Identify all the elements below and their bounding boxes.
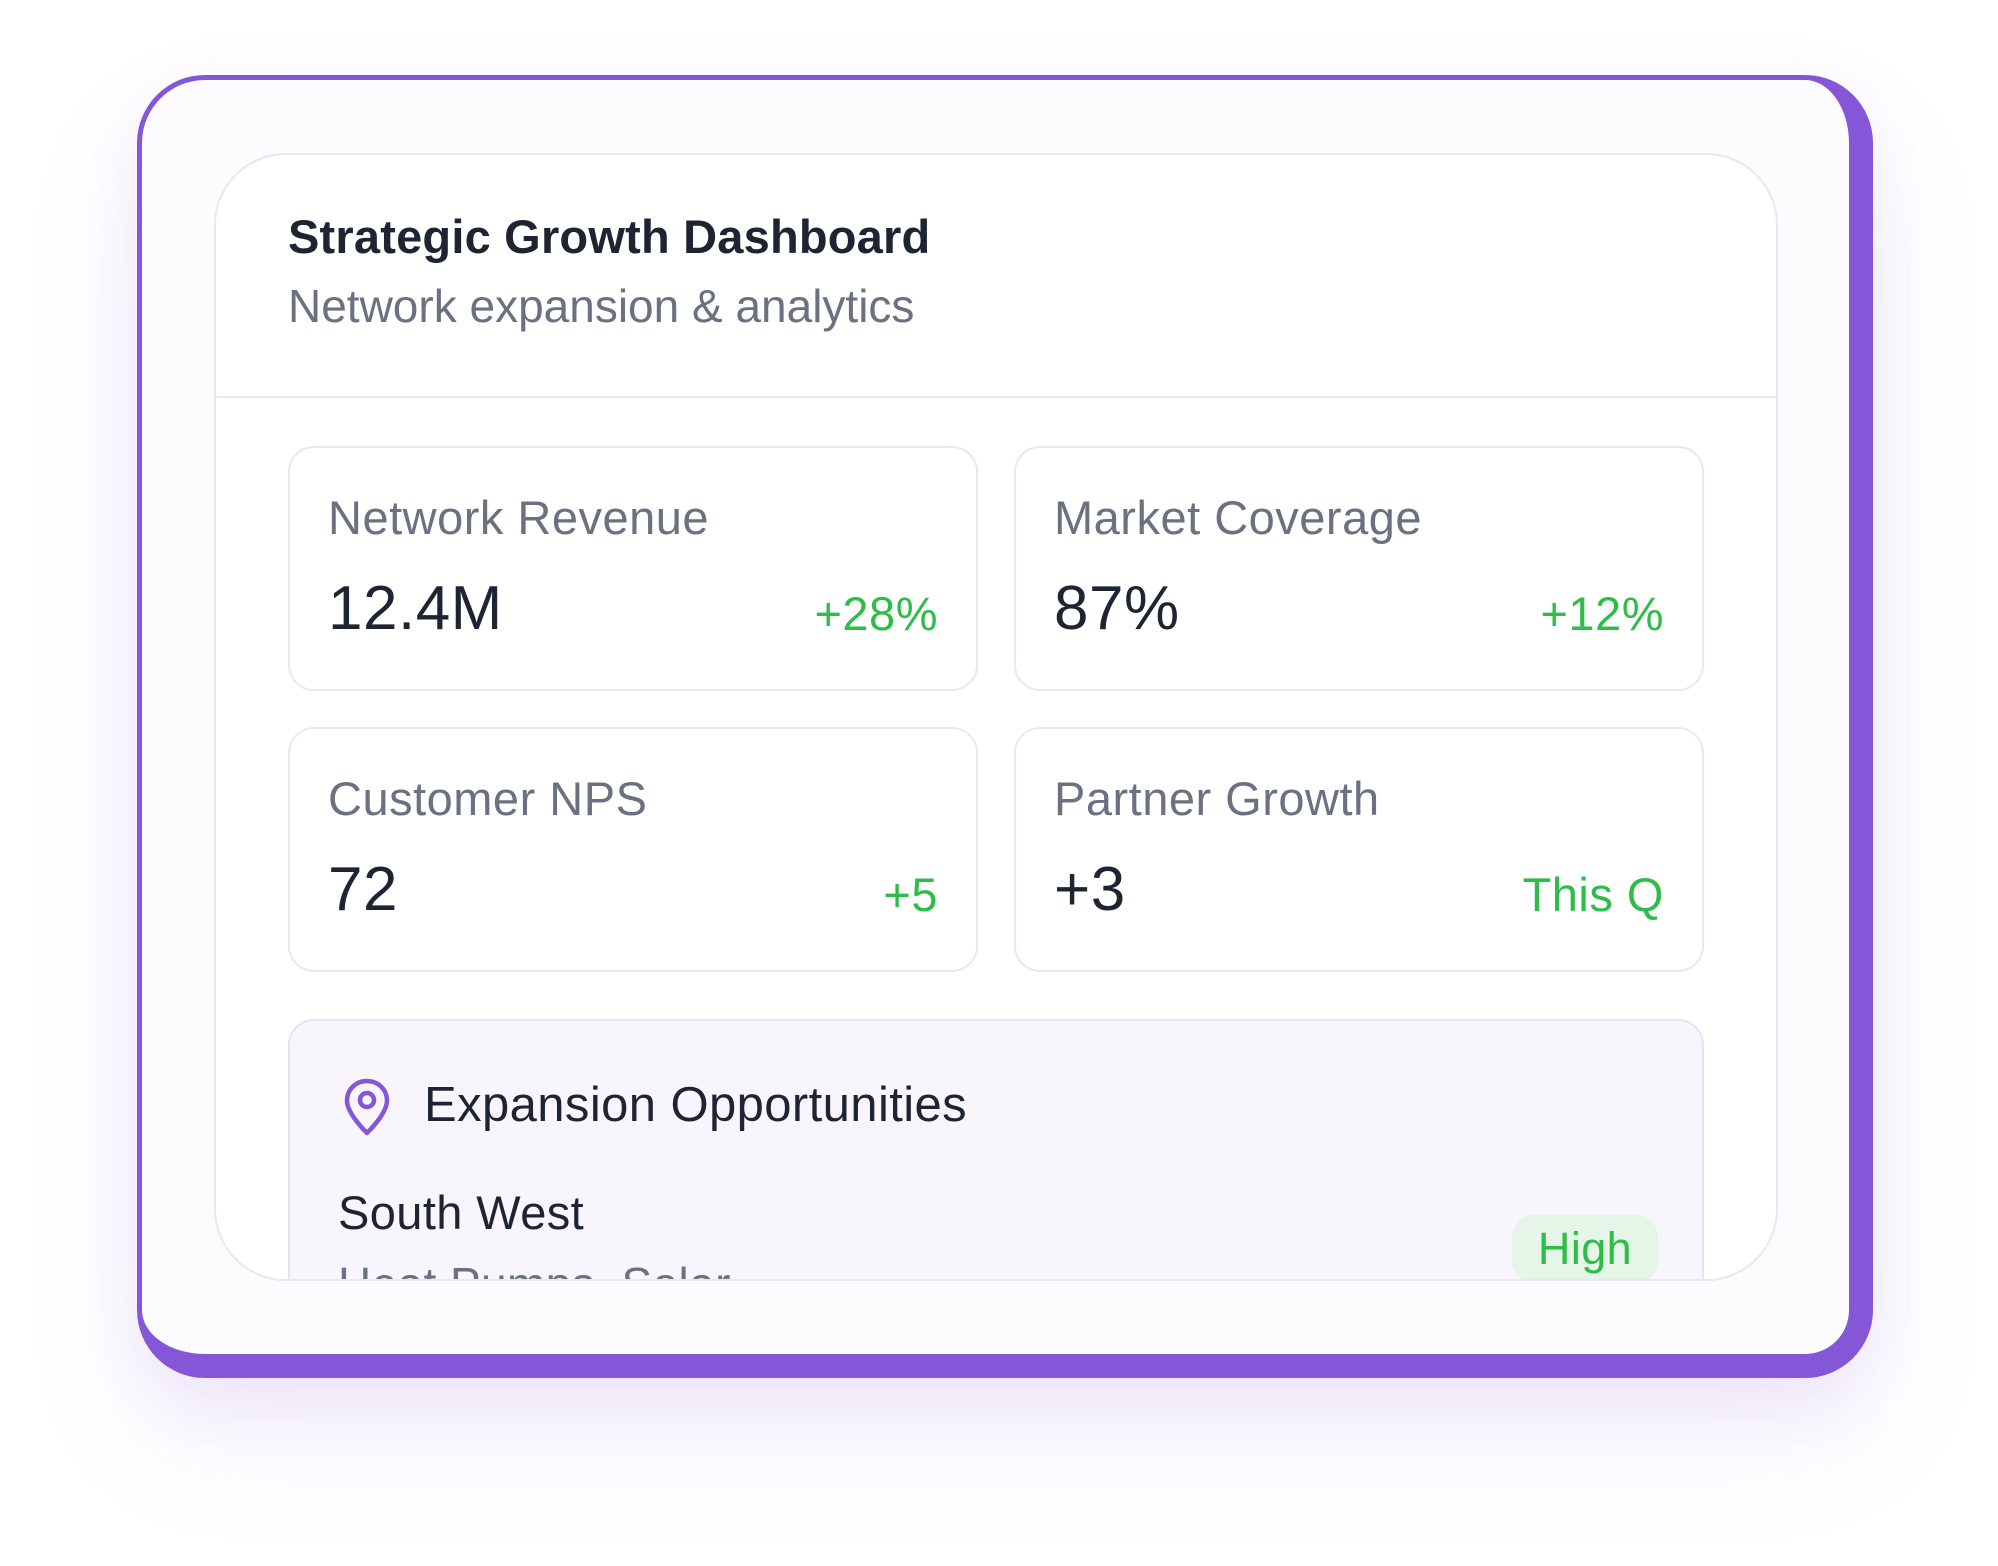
stat-delta: This Q <box>1522 868 1664 921</box>
stat-label: Customer NPS <box>328 772 648 825</box>
stat-value: 12.4M <box>328 574 503 643</box>
stat-delta: +5 <box>883 868 938 921</box>
stat-card-market-coverage[interactable]: Market Coverage 87% +12% <box>1014 446 1704 691</box>
section-title: Expansion Opportunities <box>424 1078 968 1132</box>
stat-card-partner-growth[interactable]: Partner Growth +3 This Q <box>1014 727 1704 972</box>
stat-label: Market Coverage <box>1054 491 1422 544</box>
stat-card-customer-nps[interactable]: Customer NPS 72 +5 <box>288 727 978 972</box>
expansion-opportunities-panel: Expansion Opportunities South West Heat … <box>288 1019 1704 1279</box>
map-pin-icon <box>344 1078 390 1136</box>
opportunity-region[interactable]: South West <box>338 1186 585 1239</box>
stat-label: Partner Growth <box>1054 772 1380 825</box>
stat-value: +3 <box>1054 855 1126 924</box>
page-title: Strategic Growth Dashboard <box>288 210 931 263</box>
stat-card-network-revenue[interactable]: Network Revenue 12.4M +28% <box>288 446 978 691</box>
opportunity-detail: Heat Pumps, Solar <box>338 1257 731 1279</box>
stat-value: 72 <box>328 855 398 924</box>
stat-delta: +28% <box>814 587 938 640</box>
stat-delta: +12% <box>1540 587 1664 640</box>
priority-badge: High <box>1512 1215 1658 1279</box>
card-header: Strategic Growth Dashboard Network expan… <box>216 155 1776 398</box>
stat-value: 87% <box>1054 574 1180 643</box>
page-subtitle: Network expansion & analytics <box>288 280 915 333</box>
dashboard-card: Strategic Growth Dashboard Network expan… <box>214 153 1778 1281</box>
stat-label: Network Revenue <box>328 491 710 544</box>
